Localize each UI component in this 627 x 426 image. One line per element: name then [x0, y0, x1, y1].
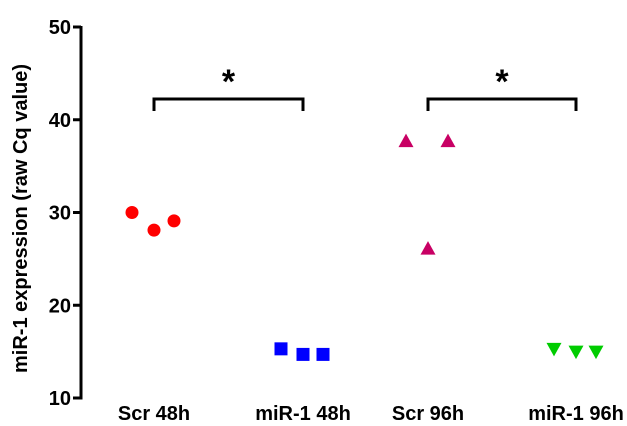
x-tick-labels: Scr 48h miR-1 48h Scr 96h miR-1 96h	[118, 403, 624, 425]
significance-bracket	[426, 97, 578, 111]
y-tick-label: 40	[49, 110, 71, 132]
y-tick-label: 10	[49, 388, 71, 410]
x-tick-label: Scr 48h	[118, 403, 190, 425]
y-tick-label: 20	[49, 295, 71, 317]
point-marker	[546, 342, 562, 357]
point-marker	[568, 345, 584, 360]
significance-label: *	[222, 63, 236, 101]
point-marker	[296, 347, 310, 361]
x-tick-label: miR-1 48h	[255, 403, 351, 425]
y-axis-label: miR-1 expression (raw Cq value)	[10, 64, 32, 373]
point-marker	[125, 206, 139, 219]
point-marker	[274, 342, 288, 356]
point-marker	[316, 347, 330, 361]
significance-bracket	[152, 97, 305, 111]
point-marker	[588, 345, 604, 360]
significance-annotations: * *	[152, 63, 578, 111]
x-tick-label: Scr 96h	[392, 403, 464, 425]
y-tick-label: 30	[49, 203, 71, 225]
significance-label: *	[495, 63, 509, 101]
y-ticks: 10 20 30 40 50	[49, 17, 81, 410]
point-marker	[398, 133, 414, 148]
point-marker	[167, 214, 181, 228]
point-marker	[440, 133, 456, 148]
y-tick-label: 50	[49, 17, 71, 39]
x-tick-label: miR-1 96h	[528, 403, 624, 425]
data-points	[125, 133, 604, 361]
point-marker	[147, 223, 161, 237]
point-marker	[420, 241, 436, 255]
